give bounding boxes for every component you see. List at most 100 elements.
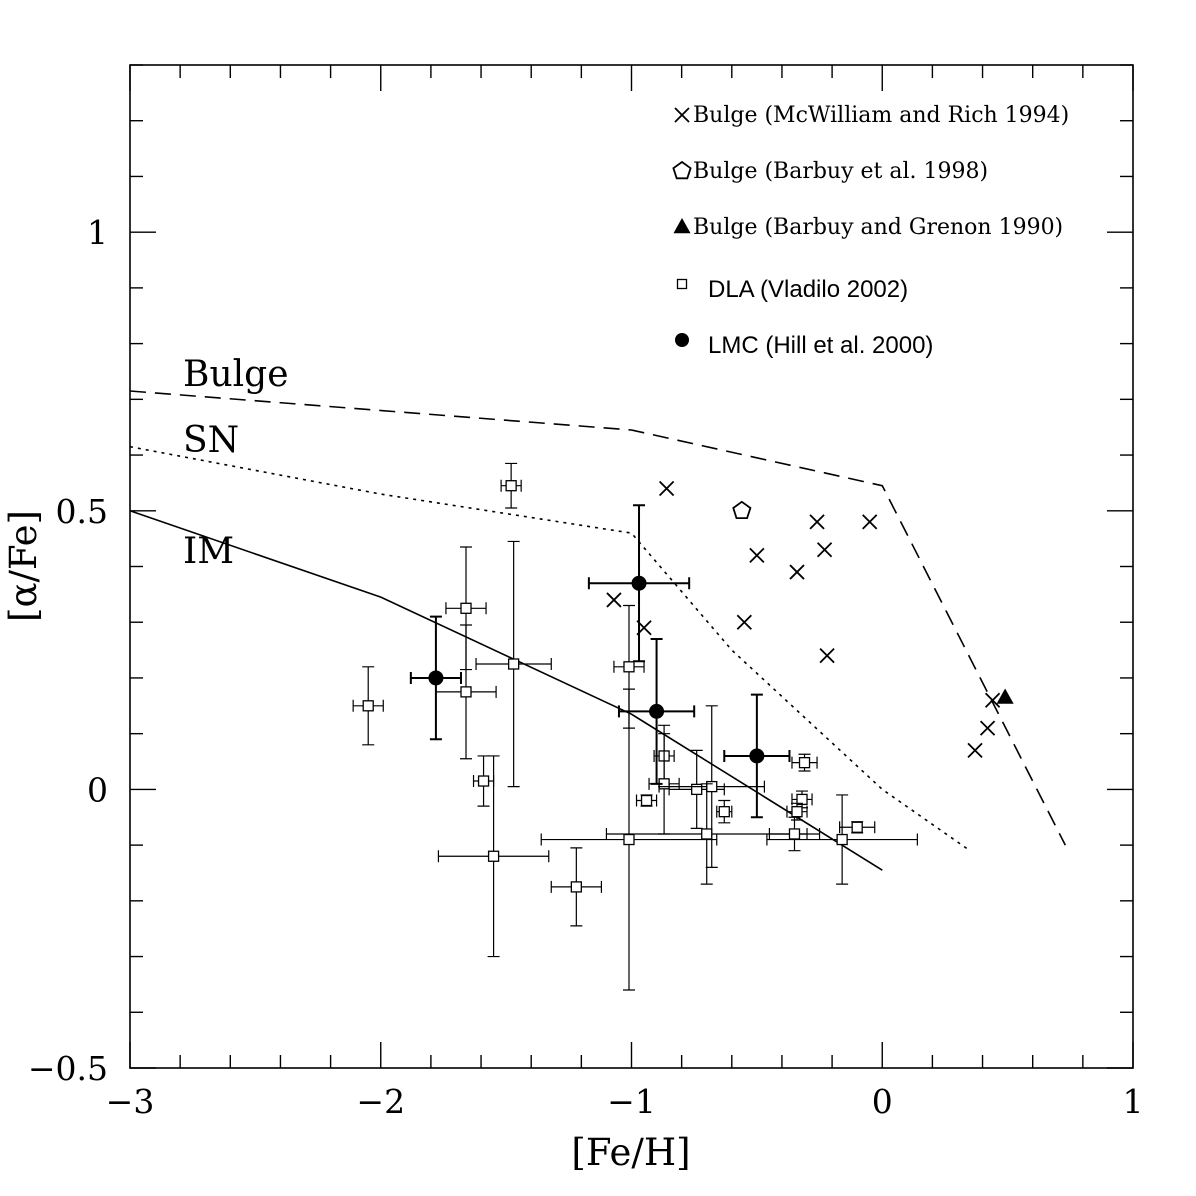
data-points	[352, 462, 1014, 991]
tick-labels: −3 −2 −1 0 1 −0.5 0 0.5 1	[28, 213, 1144, 1121]
square-marker	[460, 602, 472, 614]
circle-marker	[649, 703, 665, 719]
square-marker	[676, 278, 688, 290]
cross-marker	[658, 480, 675, 497]
data-point-filled-circle	[409, 615, 462, 741]
data-point-cross	[736, 614, 752, 630]
cross-marker	[979, 720, 996, 736]
data-point-cross	[658, 480, 675, 497]
cross-marker	[984, 692, 1001, 708]
legend-label: Bulge (Barbuy et al. 1998)	[693, 159, 988, 184]
circle-marker	[428, 670, 444, 686]
legend-item: Bulge (Barbuy et al. 1998)	[672, 159, 988, 184]
data-point-open-square	[550, 847, 603, 927]
data-point-filled-circle	[587, 504, 691, 663]
square-marker	[706, 780, 718, 793]
square-marker	[505, 480, 517, 492]
data-point-cross	[816, 542, 833, 558]
triangle-marker	[673, 218, 691, 234]
axis-ticks	[129, 64, 1134, 1069]
data-point-open-square	[540, 688, 718, 991]
data-point-cross	[749, 547, 765, 563]
circle-marker	[631, 575, 647, 591]
model-curve-bulge	[129, 390, 1067, 846]
data-point-open-square	[605, 783, 808, 885]
data-point-open-square	[791, 753, 818, 772]
legend-item: Bulge (McWilliam and Rich 1994)	[674, 103, 1069, 128]
data-point-cross	[809, 514, 825, 530]
legend-item: Bulge (Barbuy and Grenon 1990)	[673, 215, 1063, 240]
data-point-pentagon	[732, 500, 752, 519]
data-point-open-square	[668, 749, 725, 829]
square-marker	[362, 700, 374, 712]
legend-label: Bulge (Barbuy and Grenon 1990)	[693, 215, 1063, 240]
data-point-open-square	[500, 462, 522, 509]
square-marker	[623, 661, 635, 673]
legend-label: DLA (Vladilo 2002)	[708, 276, 908, 303]
square-marker	[796, 793, 808, 806]
data-point-open-square	[768, 816, 821, 852]
cross-marker	[816, 542, 833, 558]
x-tick-label: −2	[356, 1082, 405, 1121]
square-marker	[460, 686, 472, 698]
cross-marker	[819, 648, 835, 664]
data-point-open-square	[716, 799, 733, 824]
data-point-cross	[819, 648, 835, 664]
data-point-filled-circle	[723, 693, 791, 819]
y-tick-label: 1	[87, 213, 108, 252]
cross-marker	[736, 614, 752, 630]
square-marker	[640, 794, 653, 807]
circle-marker	[675, 333, 689, 347]
data-point-open-square	[658, 705, 765, 868]
cross-marker	[809, 514, 825, 530]
data-point-triangle	[996, 688, 1014, 704]
x-tick-label: −1	[607, 1082, 656, 1121]
plot-frame	[129, 64, 1134, 1069]
data-point-cross	[979, 720, 996, 736]
y-tick-label: −0.5	[28, 1049, 108, 1088]
data-point-cross	[789, 564, 805, 580]
x-tick-label: −3	[106, 1082, 155, 1121]
data-point-open-square	[839, 821, 876, 834]
cross-marker	[749, 547, 765, 563]
square-marker	[701, 828, 713, 840]
model-curve-label: IM	[183, 531, 234, 572]
square-marker	[788, 828, 801, 840]
cross-marker	[674, 107, 690, 123]
triangle-marker	[996, 688, 1014, 704]
data-point-cross	[984, 692, 1001, 708]
y-tick-label: 0.5	[56, 492, 108, 531]
model-curve-label: Bulge	[183, 354, 289, 395]
pentagon-marker	[732, 500, 752, 519]
model-curve-label: SN	[183, 420, 239, 461]
circle-marker	[749, 748, 765, 764]
data-point-cross	[606, 592, 622, 608]
data-point-open-square	[475, 540, 552, 788]
square-marker	[791, 806, 803, 818]
square-marker	[798, 756, 811, 769]
data-point-cross	[967, 742, 983, 759]
cross-marker	[862, 514, 878, 530]
data-point-open-square	[635, 794, 658, 807]
legend: Bulge (McWilliam and Rich 1994) Bulge (Ba…	[672, 103, 1069, 359]
x-axis-label: [Fe/H]	[571, 1131, 690, 1174]
data-point-open-square	[437, 755, 550, 958]
y-tick-label: 0	[87, 770, 108, 809]
legend-label: Bulge (McWilliam and Rich 1994)	[693, 103, 1069, 128]
data-point-open-square	[766, 794, 918, 885]
x-tick-label: 0	[872, 1082, 893, 1121]
cross-marker	[967, 742, 983, 759]
data-point-cross	[862, 514, 878, 530]
legend-item: LMC (Hill et al. 2000)	[675, 332, 933, 359]
square-marker	[836, 833, 848, 846]
square-marker	[477, 775, 490, 787]
square-marker	[718, 806, 730, 818]
x-tick-label: 1	[1123, 1082, 1144, 1121]
square-marker	[487, 850, 500, 862]
legend-item: DLA (Vladilo 2002)	[676, 276, 908, 303]
square-marker	[691, 783, 703, 796]
pentagon-marker	[672, 160, 692, 180]
data-point-open-square	[352, 666, 384, 746]
